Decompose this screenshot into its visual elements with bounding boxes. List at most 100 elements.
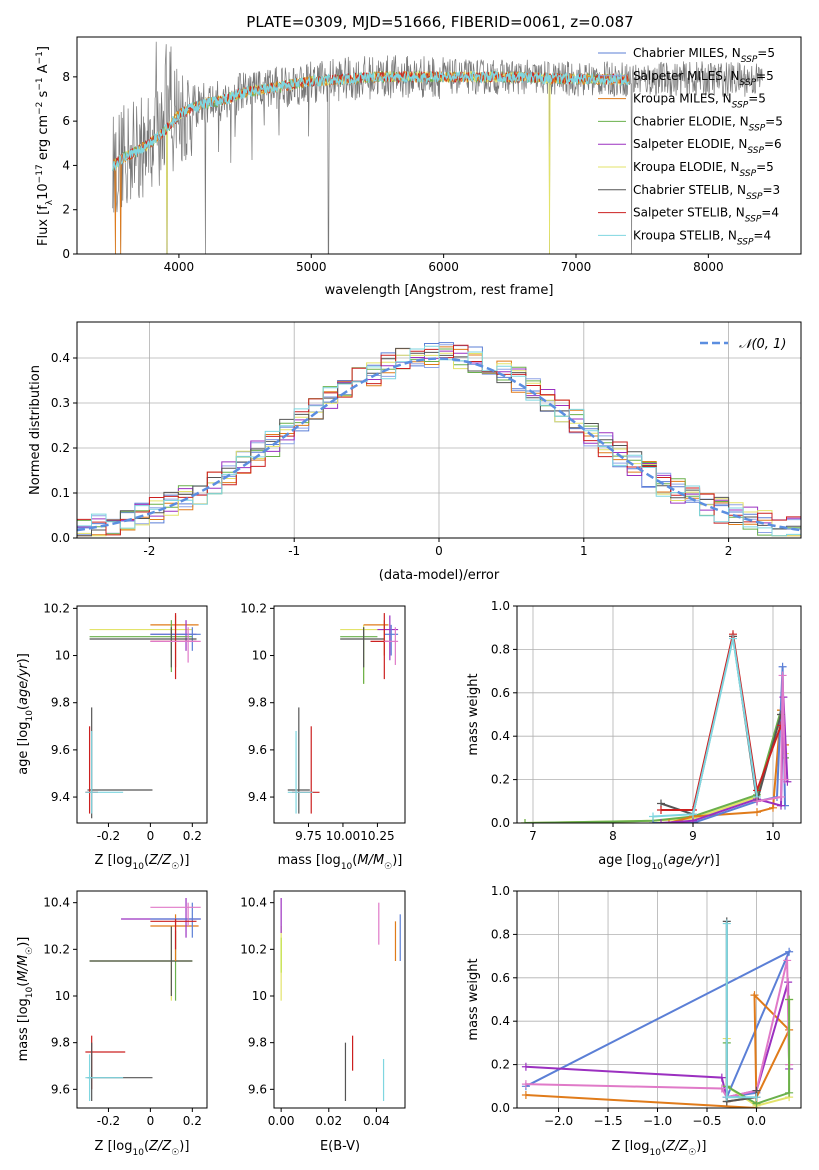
- x-tick-label: −0.5: [692, 1114, 721, 1128]
- y-tick-label: 0.2: [491, 1058, 510, 1072]
- plot-area: [85, 613, 201, 819]
- weight-marker: [783, 956, 792, 965]
- label-part: (: [661, 1139, 666, 1154]
- x-tick-label: 9.75: [295, 829, 322, 843]
- label-part: =3: [763, 183, 781, 197]
- label-part: )]: [696, 1139, 706, 1154]
- label-part: (: [144, 853, 149, 868]
- axes-frame: [516, 890, 802, 1109]
- label-part: M/M: [357, 853, 384, 868]
- x-tick-label: 0.00: [268, 1114, 295, 1128]
- spectrum-model-line: [112, 70, 630, 254]
- weight-marker: [752, 1093, 761, 1102]
- label-part: 10: [25, 986, 35, 998]
- legend-entry: Salpeter ELODIE, NSSP=6: [633, 137, 782, 156]
- y-tick-label: 10.2: [240, 942, 267, 956]
- weight-marker: [785, 947, 794, 956]
- label-part: =5: [748, 92, 766, 106]
- weight-line: [756, 675, 786, 803]
- weight-marker: [689, 810, 697, 819]
- y-axis-label: age [log10(age/yr)]: [16, 653, 35, 775]
- y-tick-label: 1.0: [491, 599, 510, 613]
- x-tick-label: 8000: [693, 260, 724, 274]
- weight-line: [652, 638, 758, 818]
- x-tick-label: -2: [143, 544, 155, 558]
- y-tick-label: 10.2: [43, 942, 70, 956]
- mass_vs_EBV-panel: 0.00 0.02 0.04 9.6 9.8 10 10.2 10.4 E(B-V): [240, 890, 406, 1154]
- weight-marker: [750, 991, 759, 1000]
- x-tick-label: 10: [765, 829, 780, 843]
- label-part: Z/Z: [665, 1139, 689, 1154]
- label-part: ☉: [171, 1148, 179, 1158]
- weight-marker: [778, 671, 787, 680]
- y-tick-label: 0.3: [51, 396, 70, 410]
- y-tick-label: 10.4: [240, 896, 267, 910]
- label-part: mass [log: [278, 853, 341, 868]
- y-tick-label: 0.2: [491, 773, 510, 787]
- label-part: 10: [25, 710, 35, 722]
- x-tick-label: 0.2: [183, 829, 202, 843]
- axes-frame: [76, 890, 208, 1109]
- x-tick-label: 9: [689, 829, 697, 843]
- label-part: M/M: [16, 955, 31, 982]
- x-tick-label: 10.25: [360, 829, 394, 843]
- histogram-series: [77, 345, 801, 537]
- y-tick-label: 4: [62, 158, 70, 172]
- y-tick-label: 9.6: [248, 743, 267, 757]
- residuals-panel: -2 -1 0 1 2 0.0 0.1 0.2 0.3 0.4 (data-model)/error…: [28, 321, 802, 583]
- label-part: )]: [16, 653, 31, 663]
- y-tick-label: 2: [62, 203, 70, 217]
- x-tick-label: 0: [147, 1114, 155, 1128]
- weight-marker: [777, 801, 785, 810]
- label-part: Kroupa ELODIE, N: [633, 160, 740, 174]
- weight-line: [725, 999, 791, 1107]
- label-part: ]: [36, 46, 51, 51]
- axes-frame: [76, 36, 802, 255]
- weight-marker: [785, 1088, 794, 1097]
- label-part: Z [log: [95, 1139, 133, 1154]
- weight-marker: [665, 819, 673, 823]
- x-tick-label: 0.0: [747, 1114, 766, 1128]
- label-part: mass [log: [16, 998, 31, 1061]
- legend-entry: Chabrier ELODIE, NSSP=5: [633, 114, 783, 133]
- label-part: 10: [649, 1148, 661, 1158]
- label-part: Z/Z: [148, 853, 172, 868]
- weight-marker: [729, 634, 737, 643]
- label-part: Chabrier STELIB, N: [633, 183, 746, 197]
- label-part: ☉: [171, 862, 179, 872]
- legend: 𝒩(0, 1): [700, 337, 786, 352]
- label-part: SSP: [746, 192, 763, 202]
- label-part: )]: [392, 853, 402, 868]
- plot-area: [521, 630, 792, 823]
- y-tick-label: 0.0: [51, 531, 70, 545]
- x-axis-label: age [log10(age/yr)]: [598, 853, 720, 872]
- label-part: Salpeter ELODIE, N: [633, 137, 747, 151]
- legend-entry: Kroupa STELIB, NSSP=4: [633, 228, 771, 247]
- weight-marker: [657, 819, 665, 823]
- label-part: )]: [16, 937, 31, 947]
- y-tick-label: 9.8: [51, 696, 70, 710]
- label-part: Z [log: [612, 1139, 650, 1154]
- legend-entry: Chabrier STELIB, NSSP=3: [633, 183, 780, 202]
- x-tick-label: −1.0: [643, 1114, 672, 1128]
- y-tick-label: 9.4: [51, 790, 70, 804]
- x-tick-label: 10.00: [326, 829, 360, 843]
- y-tick-label: 9.8: [248, 1036, 267, 1050]
- plot-area: [287, 613, 399, 814]
- weight-marker: [649, 812, 657, 821]
- x-tick-label: 6000: [428, 260, 459, 274]
- y-axis-label: Flux [fλ10−17 erg cm−2 s−1 A−1]: [35, 46, 55, 246]
- label-part: Z/Z: [148, 1139, 172, 1154]
- label-part: age [log: [16, 722, 31, 775]
- label-part: 10: [132, 1148, 144, 1158]
- plot-area: [77, 342, 801, 537]
- axes-frame: [516, 605, 802, 824]
- label-part: λ: [45, 199, 55, 205]
- y-tick-label: 9.8: [248, 696, 267, 710]
- label-part: )]: [710, 853, 720, 868]
- y-tick-label: 0: [62, 247, 70, 261]
- y-tick-label: 0.6: [491, 971, 510, 985]
